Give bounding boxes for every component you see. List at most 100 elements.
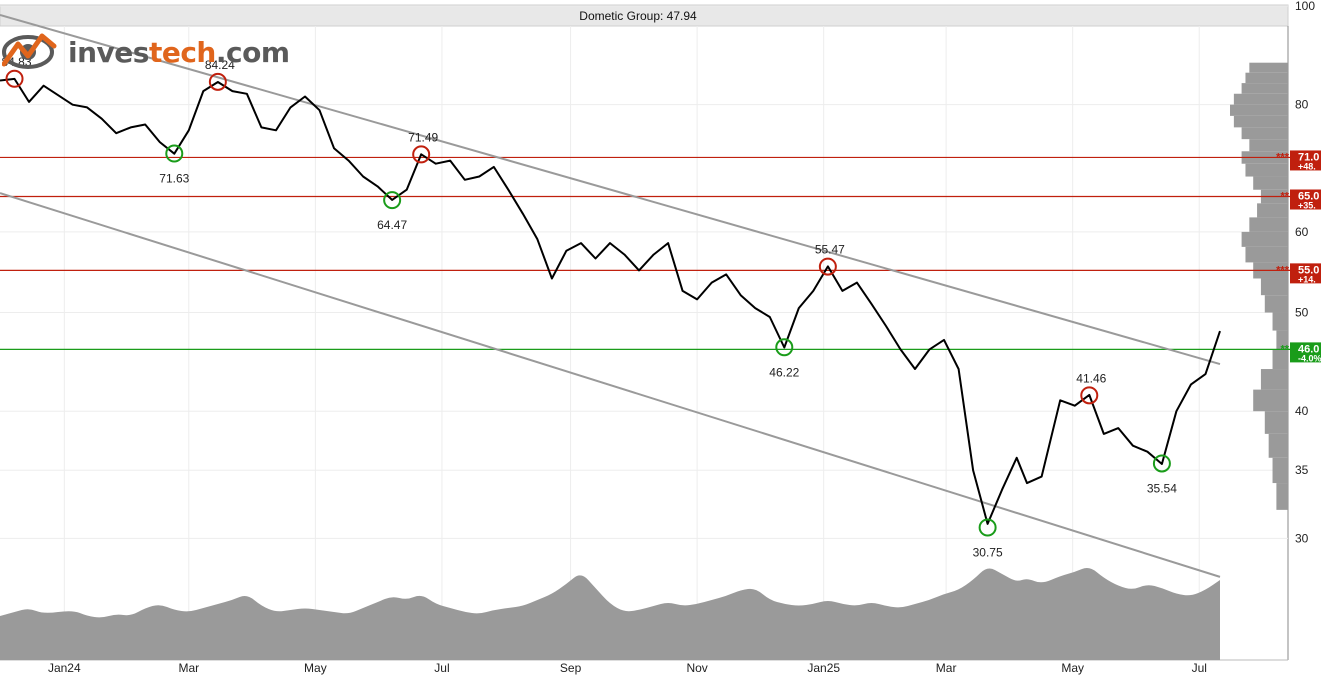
x-tick-label: Jul — [434, 661, 449, 675]
volume-profile-bar — [1253, 389, 1288, 412]
support-resistance-layer — [0, 156, 1290, 350]
y-tick-label: 50 — [1295, 306, 1309, 320]
volume-profile-bar — [1230, 104, 1288, 116]
logo-part-2: tech — [148, 36, 216, 69]
price-layer — [0, 77, 1221, 525]
volume-profile-bar — [1249, 217, 1288, 232]
top-label: 55.47 — [815, 243, 845, 257]
trend-channel-layer — [0, 13, 1221, 578]
support-tag — [1290, 342, 1321, 363]
bottom-label: 30.75 — [973, 545, 1003, 559]
trend-channel-lower — [0, 192, 1221, 578]
volume-profile-bar — [1272, 312, 1288, 331]
volume-profile-bar — [1264, 295, 1288, 313]
volume-profile-bar — [1249, 62, 1288, 73]
x-tick-label: Sep — [560, 661, 582, 675]
y-tick-label: 60 — [1295, 225, 1309, 239]
volume-profile-bar — [1241, 127, 1288, 140]
bottom-marker — [165, 144, 184, 163]
bottom-label: 64.47 — [377, 218, 407, 232]
top-marker — [818, 257, 837, 276]
title-bar — [0, 4, 1289, 27]
logo-part-1: inves — [68, 36, 149, 69]
volume-profile-layer — [1230, 62, 1288, 510]
bottom-label: 71.63 — [159, 172, 189, 186]
x-tick-label: Nov — [686, 661, 707, 675]
y-tick-label: 30 — [1295, 531, 1309, 545]
x-tick-label: Jan24 — [48, 661, 81, 675]
resistance-tag-value: 65.0 — [1298, 190, 1319, 202]
top-label: 71.49 — [408, 130, 438, 144]
top-marker — [208, 72, 227, 91]
bottom-label: 35.54 — [1147, 481, 1177, 495]
support-tag-stars: ** — [1280, 343, 1289, 355]
support-tag-value: 46.0 — [1298, 343, 1319, 355]
resistance-tag-stars: *** — [1276, 264, 1290, 276]
resistance-tag-stars: ** — [1280, 190, 1289, 202]
axis-layer: Jan24 Mar May Jul Sep Nov Jan25 Mar May Jul 30 35 40… — [48, 0, 1315, 675]
level-tag-layer: 71.0+48. *** 65.0+35. ** 55.0+14. *** 46.0-4.0… — [1276, 150, 1321, 363]
x-tick-label: Mar — [178, 661, 199, 675]
x-tick-label: Jan25 — [807, 661, 840, 675]
volume-profile-bar — [1272, 457, 1288, 484]
volume-profile-bar — [1272, 349, 1288, 370]
eye-logo-icon — [2, 33, 57, 69]
volume-profile-bar — [1276, 330, 1288, 350]
volume-profile-bar — [1264, 411, 1288, 434]
top-marker — [1080, 386, 1099, 405]
x-tick-label: May — [1061, 661, 1084, 675]
volume-area — [0, 568, 1220, 660]
y-tick-label: 35 — [1295, 463, 1309, 477]
resistance-tag — [1290, 189, 1321, 210]
volume-profile-bar — [1233, 115, 1288, 128]
grid-layer — [0, 5, 1288, 660]
resistance-tag-value: 55.0 — [1298, 264, 1319, 276]
volume-profile-bar — [1245, 163, 1288, 177]
resistance-tag-change: +14. — [1298, 274, 1316, 284]
top-label: 41.46 — [1076, 371, 1106, 385]
resistance-tag-stars: *** — [1276, 151, 1290, 163]
volume-profile-bar — [1260, 369, 1288, 390]
investtech-logo: investech.com — [2, 30, 290, 74]
support-tag-change: -4.0% — [1298, 353, 1321, 363]
bottom-marker — [775, 338, 794, 357]
volume-profile-bar — [1260, 278, 1288, 296]
resistance-tag-change: +48. — [1298, 161, 1316, 171]
marker-layer: 84.83 84.2471.4955.4741.4671.6364.4746.22… — [2, 55, 1178, 560]
volume-profile-bar — [1241, 83, 1288, 94]
chart-title: Dometic Group: 47.94 — [579, 9, 697, 23]
top-marker — [412, 145, 431, 164]
volume-profile-bar — [1257, 203, 1288, 218]
x-tick-label: May — [304, 661, 327, 675]
price-line — [0, 77, 1221, 525]
logo-wordmark: investech.com — [68, 36, 290, 69]
resistance-tag — [1290, 263, 1321, 284]
trend-channel-upper — [0, 13, 1221, 366]
x-tick-label: Mar — [936, 661, 957, 675]
volume-profile-bar — [1249, 139, 1288, 152]
top-marker — [5, 69, 24, 88]
y-tick-label: 40 — [1295, 404, 1309, 418]
volume-profile-bar — [1245, 72, 1288, 84]
resistance-tag-value: 71.0 — [1298, 151, 1319, 163]
y-tick-label: 100 — [1295, 0, 1315, 13]
volume-profile-bar — [1253, 176, 1288, 190]
resistance-tag — [1290, 150, 1321, 171]
top-label: 84.24 — [205, 58, 235, 72]
bottom-label: 46.22 — [769, 365, 799, 379]
x-tick-label: Jul — [1192, 661, 1207, 675]
volume-profile-bar — [1241, 231, 1288, 247]
y-tick-label: 80 — [1295, 98, 1309, 112]
volume-profile-bar — [1233, 93, 1288, 105]
bottom-marker — [1152, 454, 1171, 473]
volume-profile-bar — [1276, 483, 1288, 510]
volume-layer — [0, 568, 1220, 660]
logo-part-3: .com — [215, 36, 290, 69]
bottom-marker — [383, 191, 402, 210]
resistance-tag-change: +35. — [1298, 200, 1316, 210]
volume-profile-bar — [1268, 433, 1288, 458]
volume-profile-bar — [1245, 246, 1288, 263]
bottom-marker — [978, 518, 997, 537]
